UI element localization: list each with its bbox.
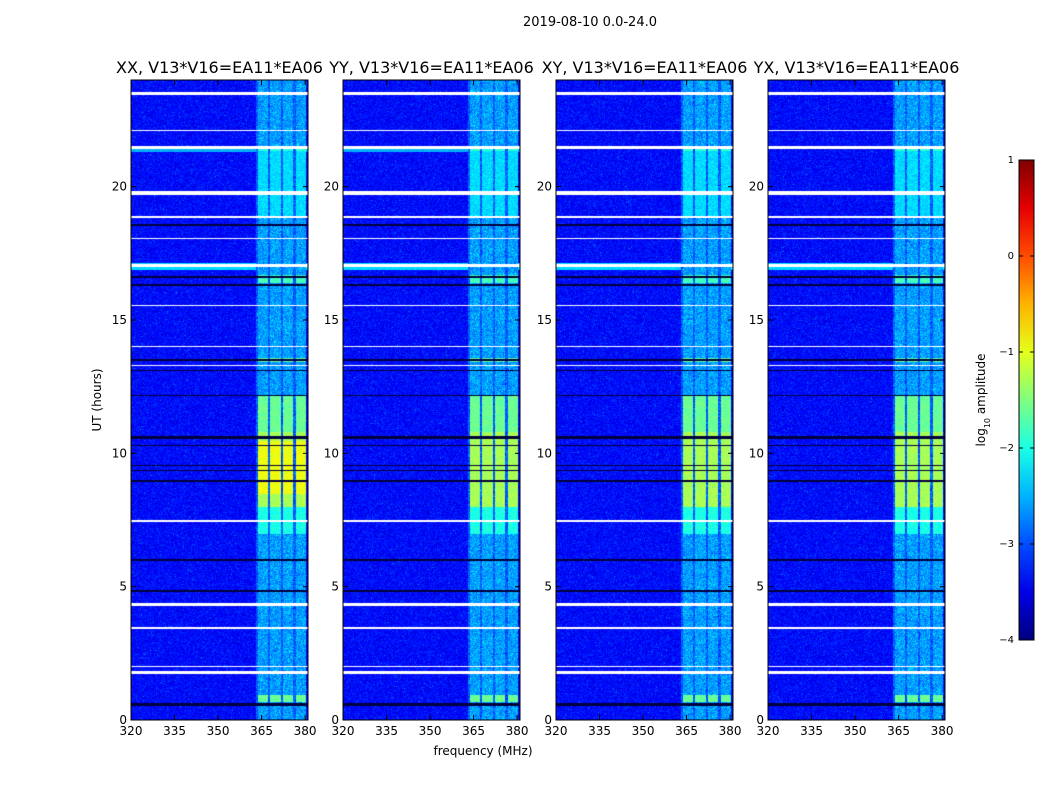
panel-frame [342,79,521,721]
y-tick-label: 10 [749,446,764,460]
y-tick-label: 10 [537,446,552,460]
y-tick-label: 20 [537,180,552,194]
colorbar-tick-label: 0 [1008,251,1014,262]
x-tick-label: 350 [844,724,867,738]
x-tick-label: 380 [294,724,317,738]
x-tick-label: 350 [207,724,230,738]
panels: XX, V13*V16=EA11*EA06 320 335 350 365 380 0 5 10… [112,58,960,738]
panel-yy: YY, V13*V16=EA11*EA06 320 335 350 365 380 0 5 10… [324,58,534,738]
x-tick-label: 335 [375,724,398,738]
y-tick-label: 15 [112,313,127,327]
panel-title: XX, V13*V16=EA11*EA06 [116,58,323,77]
colorbar-tick-label: −4 [999,635,1014,646]
colorbar-gradient [1018,159,1035,641]
x-axis-label: frequency (MHz) [433,744,532,758]
panel-xy: XY, V13*V16=EA11*EA06 320 335 350 365 380 0 5 10… [537,58,748,738]
y-tick-label: 5 [756,580,764,594]
x-tick-label: 380 [931,724,954,738]
y-tick-label: 5 [331,580,339,594]
x-tick-label: 320 [332,724,355,738]
colorbar: 1 0 −1 −2 −3 −4 log10 amplitude [974,155,1035,646]
x-tick-label: 350 [419,724,442,738]
figure-title: 2019-08-10 0.0-24.0 [523,15,657,30]
panel-xx: XX, V13*V16=EA11*EA06 320 335 350 365 380 0 5 10… [112,58,323,738]
y-tick-label: 10 [324,446,339,460]
x-tick-label: 380 [506,724,529,738]
panel-yx: YX, V13*V16=EA11*EA06 320 335 350 365 380 0 5 10… [749,58,960,738]
x-tick-label: 335 [588,724,611,738]
heatmap-image-yx [768,80,945,720]
panel-title: YY, V13*V16=EA11*EA06 [328,58,534,77]
x-tick-label: 335 [163,724,186,738]
x-tick-label: 335 [800,724,823,738]
panel-frame [767,79,946,721]
x-tick-label: 365 [250,724,273,738]
panel-title: YX, V13*V16=EA11*EA06 [753,58,960,77]
x-tick-label: 320 [757,724,780,738]
y-axis-label: UT (hours) [90,368,104,431]
colorbar-tick-label: −3 [999,539,1014,550]
x-tick-label: 380 [719,724,742,738]
colorbar-tick-label: 1 [1008,155,1014,166]
x-tick-label: 320 [120,724,143,738]
x-tick-label: 320 [545,724,568,738]
y-tick-label: 0 [119,713,127,727]
panel-frame [555,79,734,721]
heatmap-image-yy [343,80,520,720]
x-tick-label: 350 [632,724,655,738]
y-tick-label: 15 [749,313,764,327]
y-tick-label: 10 [112,446,127,460]
y-tick-label: 5 [119,580,127,594]
colorbar-label: log10 amplitude [974,354,992,447]
heatmap-image-xx [131,80,308,720]
y-tick-label: 20 [324,180,339,194]
y-tick-label: 15 [324,313,339,327]
colorbar-tick-label: −1 [999,347,1014,358]
y-tick-label: 0 [544,713,552,727]
x-tick-label: 365 [887,724,910,738]
y-tick-label: 0 [331,713,339,727]
colorbar-tick-label: −2 [999,443,1014,454]
y-tick-label: 0 [756,713,764,727]
y-tick-label: 20 [112,180,127,194]
y-tick-label: 20 [749,180,764,194]
y-tick-label: 5 [544,580,552,594]
panel-frame [130,79,309,721]
x-tick-label: 365 [462,724,485,738]
x-tick-label: 365 [675,724,698,738]
panel-title: XY, V13*V16=EA11*EA06 [542,58,748,77]
y-tick-label: 15 [537,313,552,327]
heatmap-image-xy [556,80,733,720]
